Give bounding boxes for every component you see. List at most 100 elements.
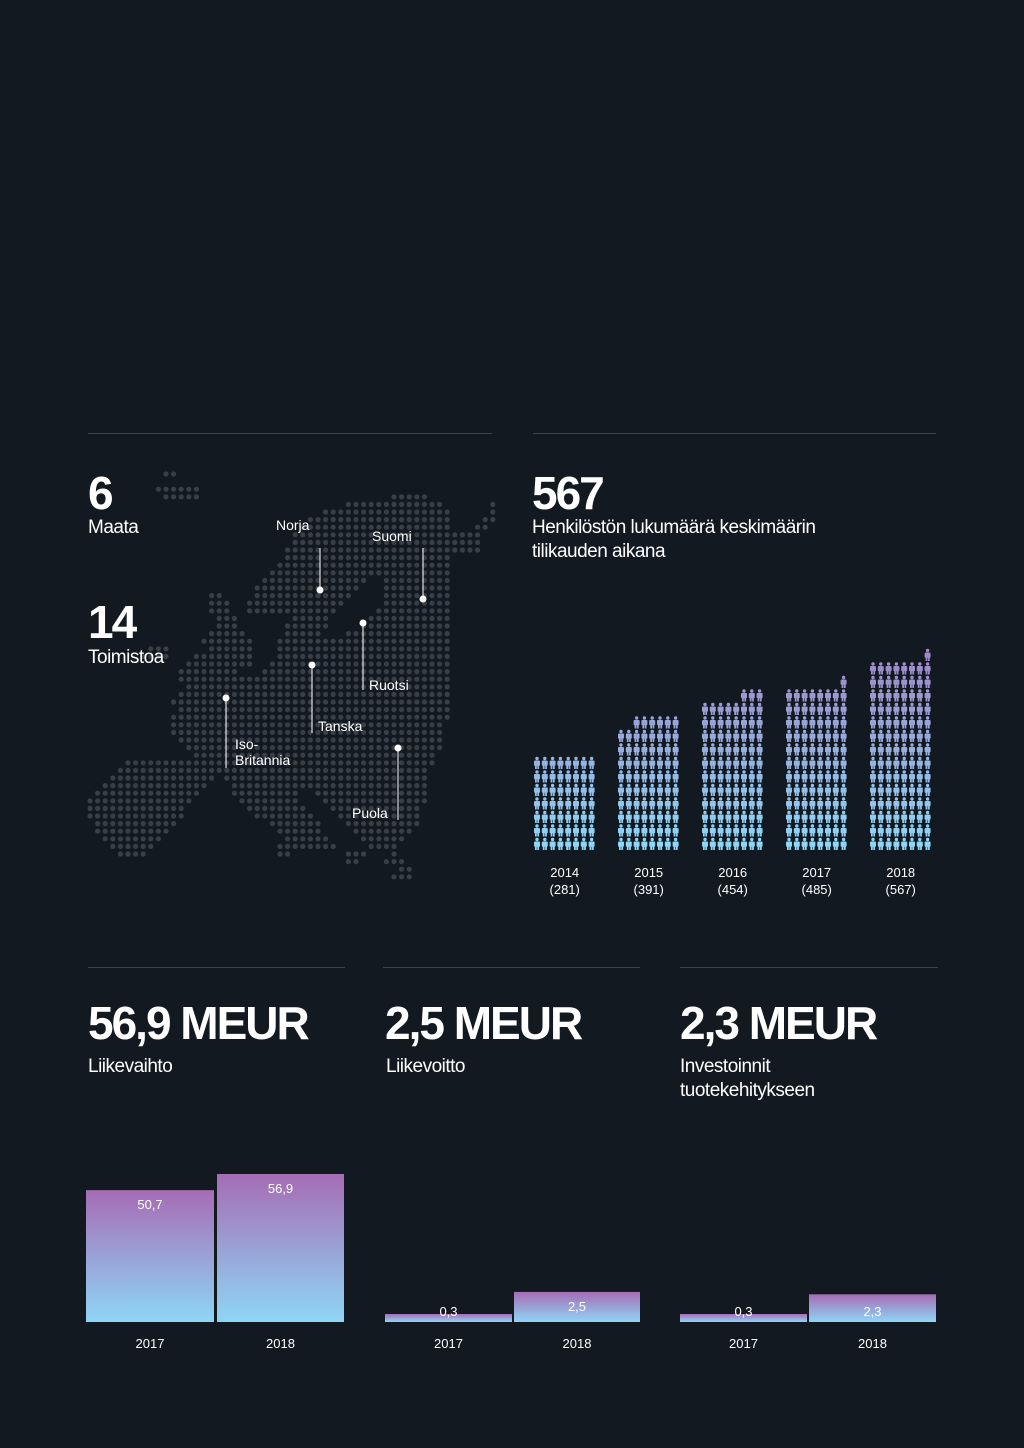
map-dot bbox=[338, 707, 344, 713]
map-dot bbox=[277, 593, 283, 599]
map-dot bbox=[338, 661, 344, 667]
map-dot bbox=[178, 805, 184, 812]
map-dot bbox=[345, 532, 351, 538]
map-dot bbox=[254, 699, 260, 705]
map-dot bbox=[269, 722, 275, 728]
map-dot bbox=[376, 539, 382, 546]
map-dot bbox=[361, 638, 367, 644]
map-dot bbox=[307, 577, 313, 584]
map-dot bbox=[269, 585, 275, 591]
map-dot bbox=[254, 585, 260, 591]
map-dot bbox=[193, 775, 199, 781]
map-dot bbox=[406, 729, 412, 736]
map-dot bbox=[399, 729, 405, 736]
map-dot bbox=[429, 593, 435, 599]
map-dot bbox=[193, 722, 199, 728]
map-dot bbox=[277, 783, 283, 789]
map-dot bbox=[216, 729, 222, 736]
map-dot bbox=[399, 585, 405, 591]
map-dot bbox=[285, 798, 291, 804]
map-dot bbox=[292, 653, 298, 660]
map-dot bbox=[368, 562, 374, 568]
map-dot bbox=[376, 714, 382, 720]
map-dot bbox=[247, 608, 253, 614]
map-dot bbox=[163, 783, 169, 789]
map-dot bbox=[262, 775, 268, 781]
map-dot bbox=[414, 646, 420, 652]
map-dot bbox=[300, 653, 306, 660]
map-dot bbox=[292, 714, 298, 720]
map-dot bbox=[239, 707, 245, 713]
map-dot bbox=[345, 805, 351, 812]
map-dot bbox=[437, 570, 443, 576]
map-dot bbox=[262, 600, 268, 606]
map-dot bbox=[361, 684, 367, 690]
map-dot bbox=[490, 501, 496, 507]
map-dot bbox=[254, 714, 260, 720]
map-dot bbox=[414, 623, 420, 629]
map-dot bbox=[330, 684, 336, 690]
map-dot bbox=[345, 653, 351, 660]
map-dot bbox=[277, 767, 283, 774]
map-dot bbox=[247, 646, 253, 652]
map-dot bbox=[239, 798, 245, 804]
map-dot bbox=[178, 486, 184, 492]
map-dot bbox=[292, 532, 298, 538]
map-dot bbox=[224, 653, 230, 660]
map-dot bbox=[414, 638, 420, 644]
map-dot bbox=[315, 646, 321, 652]
map-dot bbox=[315, 745, 321, 751]
map-dot bbox=[231, 661, 237, 667]
map-dot bbox=[414, 714, 420, 720]
map-dot bbox=[315, 722, 321, 728]
map-dot bbox=[171, 760, 177, 766]
map-dot bbox=[178, 760, 184, 766]
map-dot bbox=[338, 539, 344, 546]
map-dot bbox=[383, 691, 389, 698]
map-dot bbox=[414, 790, 420, 796]
map-dot bbox=[361, 547, 367, 553]
map-dot bbox=[383, 638, 389, 644]
map-dot bbox=[262, 752, 268, 758]
map-dot bbox=[186, 676, 192, 682]
map-dot bbox=[421, 638, 427, 644]
map-dot bbox=[231, 638, 237, 644]
map-dot bbox=[414, 631, 420, 637]
map-dot bbox=[444, 699, 450, 705]
bar-year-label: 2018 bbox=[563, 1336, 592, 1351]
map-dot bbox=[391, 805, 397, 812]
map-dot bbox=[345, 669, 351, 675]
map-dot bbox=[429, 547, 435, 553]
map-dot bbox=[414, 798, 420, 804]
map-dot bbox=[437, 737, 443, 743]
map-dot bbox=[186, 699, 192, 705]
map-dot bbox=[376, 790, 382, 796]
map-dot bbox=[277, 790, 283, 796]
map-dot bbox=[95, 813, 101, 819]
map-dot bbox=[437, 501, 443, 507]
map-dot bbox=[429, 729, 435, 736]
map-dot bbox=[437, 585, 443, 591]
map-dot bbox=[414, 684, 420, 690]
map-dot bbox=[368, 615, 374, 622]
map-dot bbox=[285, 661, 291, 667]
map-dot bbox=[110, 805, 116, 812]
map-dot bbox=[102, 783, 108, 789]
map-dot bbox=[323, 593, 329, 599]
map-dot bbox=[338, 509, 344, 515]
map-dot bbox=[186, 760, 192, 766]
map-dot bbox=[345, 714, 351, 720]
map-dot bbox=[421, 532, 427, 538]
map-dot bbox=[315, 638, 321, 644]
map-dot bbox=[307, 608, 313, 614]
map-dot bbox=[292, 562, 298, 568]
map-dot bbox=[383, 699, 389, 705]
map-dot bbox=[239, 714, 245, 720]
map-dot bbox=[444, 646, 450, 652]
map-dot bbox=[125, 813, 131, 819]
map-dot bbox=[444, 653, 450, 660]
map-dot bbox=[231, 729, 237, 736]
map-dot bbox=[437, 524, 443, 530]
map-dot bbox=[117, 767, 123, 774]
